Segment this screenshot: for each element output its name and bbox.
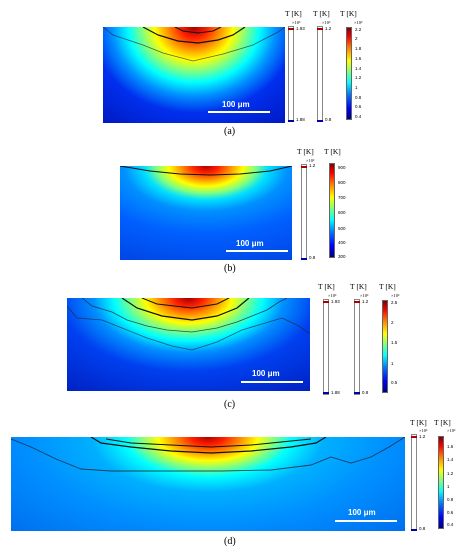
colorbar-header-a: T [K] [340,9,357,18]
legend-min-a2: 0.8 [325,117,332,122]
legend-max-mark-a2 [317,28,323,30]
legend-header-c1: T [K] [318,282,335,291]
scale-bar-label-d: 100 μm [348,508,376,517]
legend-header-a1: T [K] [285,9,302,18]
colorbar-tick-b: 800 [338,180,346,185]
colorbar-tick-a: 1.2 [355,75,362,80]
colorbar-header-c: T [K] [379,282,396,291]
panel-b-simulation [120,166,292,260]
legend-exponent-c2: ×10³ [360,293,369,298]
legend-min-mark-b1 [301,258,307,260]
colorbar-tick-d: 0.6 [447,510,454,515]
colorbar-header-b: T [K] [324,147,341,156]
colorbar-tick-d: 1.6 [447,444,454,449]
legend-min-c2: 0.8 [362,390,369,395]
legend-min-mark-a1 [288,120,294,122]
legend-box-d1 [411,434,417,531]
colorbar-tick-a: 1 [355,85,358,90]
colorbar-tick-d: 0.4 [447,522,454,527]
colorbar-tick-a: 0.6 [355,104,362,109]
colorbar-tick-a: 1.4 [355,66,362,71]
colorbar-tick-b: 700 [338,195,346,200]
colorbar-tick-b: 300 [338,254,346,259]
legend-max-mark-c2 [354,301,360,303]
colorbar-tick-a: 1.8 [355,46,362,51]
caption-c: (c) [224,399,236,410]
legend-box-c2 [354,299,360,395]
colorbar-tick-d: 1.2 [447,471,454,476]
legend-box-a2 [317,26,323,122]
colorbar-tick-a: 2 [355,36,358,41]
colorbar-exponent-c: ×10³ [391,293,400,298]
legend-min-mark-d1 [411,529,417,531]
legend-max-mark-a1 [288,28,294,30]
legend-exponent-b1: ×10³ [306,158,315,163]
scale-bar-d [335,520,397,522]
legend-header-b1: T [K] [297,147,314,156]
colorbar-tick-d: 0.8 [447,497,454,502]
legend-min-d1: 0.8 [419,526,426,531]
legend-max-mark-c1 [323,301,329,303]
colorbar-tick-b: 900 [338,165,346,170]
legend-box-b1 [301,164,307,260]
colorbar-exponent-a: ×10³ [354,20,363,25]
legend-header-c2: T [K] [350,282,367,291]
colorbar-tick-a: 2.2 [355,27,362,32]
legend-min-mark-c2 [354,392,360,394]
legend-min-c1: 1.88 [331,390,340,395]
panel-d-simulation [11,437,405,531]
legend-box-c1 [323,299,329,395]
scale-bar-label-b: 100 μm [236,239,264,248]
colorbar-tick-b: 500 [338,226,346,231]
legend-exponent-c1: ×10³ [328,293,337,298]
scale-bar-c [241,381,303,383]
scale-bar-label-a: 100 μm [222,100,250,109]
colorbar-tick-c: 0.5 [391,380,398,385]
legend-header-d1: T [K] [410,418,427,427]
scale-bar-a [208,111,270,113]
panel-a-simulation [103,27,285,123]
caption-d: (d) [224,536,236,547]
colorbar-b [329,163,335,258]
colorbar-a [346,27,352,120]
colorbar-tick-c: 1 [391,361,394,366]
colorbar-header-d: T [K] [434,418,451,427]
caption-a: (a) [224,126,236,137]
colorbar-tick-a: 0.8 [355,95,362,100]
legend-max-mark-b1 [301,166,307,168]
colorbar-c [382,300,388,393]
legend-max-c2: 1.2 [362,299,369,304]
legend-max-d1: 1.2 [419,434,426,439]
legend-header-a2: T [K] [313,9,330,18]
caption-b: (b) [224,263,236,274]
legend-min-a1: 1.88 [296,117,305,122]
colorbar-tick-a: 0.4 [355,114,362,119]
colorbar-tick-c: 2 [391,320,394,325]
colorbar-exponent-d: ×10³ [447,428,456,433]
legend-exponent-a2: ×10³ [322,20,331,25]
colorbar-tick-d: 1 [447,484,450,489]
colorbar-tick-d: 1.4 [447,457,454,462]
colorbar-tick-b: 400 [338,240,346,245]
colorbar-tick-c: 2.5 [391,300,398,305]
colorbar-tick-a: 1.6 [355,56,362,61]
legend-max-b1: 1.2 [309,163,316,168]
scale-bar-label-c: 100 μm [252,369,280,378]
legend-max-c1: 1.93 [331,299,340,304]
legend-max-mark-d1 [411,436,417,438]
colorbar-tick-c: 1.5 [391,340,398,345]
legend-exponent-a1: ×10³ [292,20,301,25]
legend-min-mark-a2 [317,120,323,122]
legend-min-mark-c1 [323,392,329,394]
panel-c-simulation [67,298,310,391]
legend-max-a2: 1.2 [325,26,332,31]
legend-max-a1: 1.93 [296,26,305,31]
legend-box-a1 [288,26,294,122]
scale-bar-b [226,250,288,252]
legend-min-b1: 0.8 [309,255,316,260]
legend-exponent-d1: ×10³ [419,428,428,433]
colorbar-d [438,436,444,529]
colorbar-tick-b: 600 [338,210,346,215]
